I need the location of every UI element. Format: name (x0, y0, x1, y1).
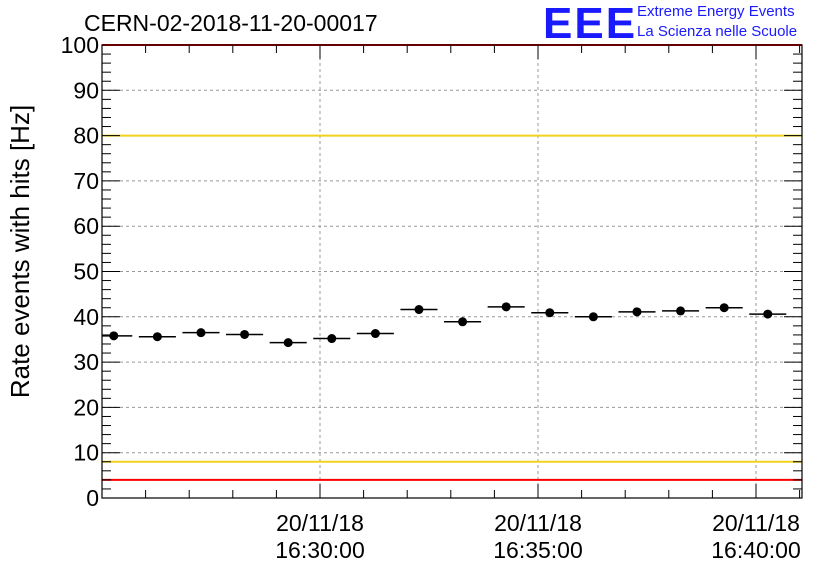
y-tick-label: 0 (86, 485, 99, 511)
logo-subtitle-2: La Scienza nelle Scuole (637, 23, 798, 40)
data-point (501, 302, 511, 312)
data-point (763, 309, 773, 319)
chart-title: CERN-02-2018-11-20-00017 (84, 10, 378, 36)
data-point (632, 307, 642, 317)
data-point (458, 317, 468, 327)
y-tick-label: 40 (73, 304, 99, 330)
eee-logo: EEE (543, 0, 638, 48)
data-point (588, 312, 598, 322)
y-tick-label: 100 (61, 32, 99, 58)
x-tick-date-label: 20/11/18 (712, 510, 800, 536)
data-point (370, 329, 380, 339)
y-tick-label: 70 (73, 168, 99, 194)
logo-subtitle-1: Extreme Energy Events (637, 3, 795, 20)
y-tick-label: 80 (73, 123, 99, 149)
y-tick-label: 90 (73, 77, 99, 103)
x-tick-date-label: 20/11/18 (494, 510, 582, 536)
y-tick-label: 10 (73, 440, 99, 466)
data-point (196, 328, 206, 338)
x-tick-time-label: 16:40:00 (711, 537, 801, 563)
data-point (152, 332, 162, 342)
x-tick-time-label: 16:30:00 (275, 537, 365, 563)
y-tick-label: 50 (73, 259, 99, 285)
x-tick-time-label: 16:35:00 (493, 537, 583, 563)
x-tick-date-label: 20/11/18 (276, 510, 364, 536)
y-axis-label: Rate events with hits [Hz] (5, 105, 35, 398)
y-tick-label: 20 (73, 394, 99, 420)
data-point (240, 329, 250, 339)
data-point (109, 331, 119, 341)
data-point (414, 305, 424, 315)
data-point (283, 338, 293, 348)
data-point (327, 334, 337, 344)
data-point (719, 303, 729, 313)
y-tick-label: 60 (73, 213, 99, 239)
y-tick-label: 30 (73, 349, 99, 375)
data-point (676, 306, 686, 316)
data-point (545, 308, 555, 318)
